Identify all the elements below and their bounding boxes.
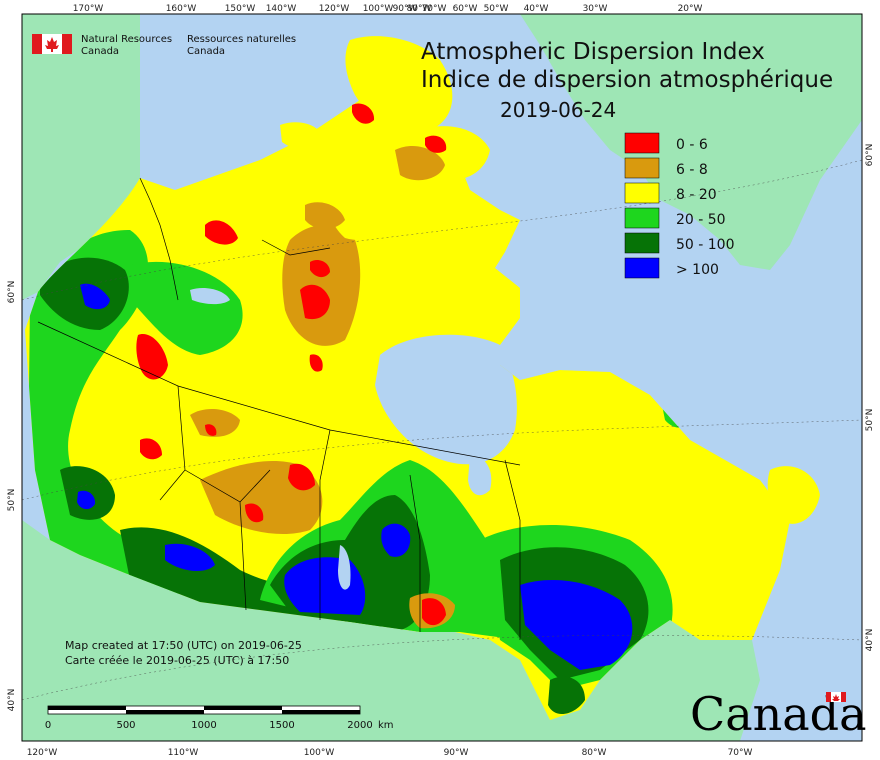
zone-red-prairie (288, 463, 315, 491)
zone-blue-east (520, 580, 633, 670)
legend-label: 20 - 50 (676, 212, 726, 228)
bottom-tick: 80°W (582, 748, 607, 758)
map-area (22, 14, 862, 741)
scale-label: 1000 (191, 720, 216, 731)
zone-blue-south1 (165, 543, 215, 572)
top-tick: 80°W (407, 4, 432, 14)
zone-blue-west2 (77, 490, 96, 510)
top-tick: 160°W (166, 4, 197, 14)
zone-red-nunavut (300, 284, 330, 320)
agency-fr-line1: Ressources naturelles (187, 34, 296, 45)
zone-red-bc2 (140, 438, 162, 460)
left-tick-labels: 60°N 50°N 40°N (7, 281, 17, 712)
legend-label: 0 - 6 (676, 137, 708, 153)
arctic-archipelago (240, 36, 490, 241)
right-tick-labels: 60°N 50°N 40°N (865, 144, 875, 652)
left-tick: 60°N (7, 281, 17, 304)
bottom-tick: 110°W (168, 748, 199, 758)
legend-swatch-over-100 (624, 257, 660, 279)
credit-en: Map created at 17:50 (UTC) on 2019-06-25 (65, 639, 302, 652)
wordmark-flag-icon (826, 692, 846, 702)
zone-red-nunavut2 (310, 260, 330, 278)
zone-darkgreen-ontario-south (548, 676, 585, 715)
bottom-tick: 120°W (27, 748, 58, 758)
right-tick: 60°N (865, 144, 875, 167)
zone-red-ab (205, 424, 217, 436)
top-tick: 30°W (583, 4, 608, 14)
graticule-lines (22, 159, 862, 701)
scale-label: 2000 (347, 720, 372, 731)
newfoundland (767, 466, 820, 524)
map-border (21, 13, 863, 742)
legend-label: 6 - 8 (676, 162, 708, 178)
top-tick: 140°W (266, 4, 297, 14)
top-tick: 170°W (73, 4, 104, 14)
right-tick: 40°N (865, 629, 875, 652)
zone-red-nunavut3 (309, 354, 323, 372)
bottom-tick: 70°W (728, 748, 753, 758)
zone-blue-central1 (284, 557, 366, 615)
provincial-boundaries (37, 177, 521, 640)
top-tick: 150°W (225, 4, 256, 14)
top-tick: 100°W (363, 4, 394, 14)
great-slave-lake (190, 288, 230, 305)
bottom-tick: 100°W (304, 748, 335, 758)
zone-blue-west1 (80, 283, 110, 310)
scale-bar: 0 500 1000 1500 2000 km (45, 705, 394, 731)
top-tick: 40°W (524, 4, 549, 14)
legend-swatch-50-100 (624, 232, 660, 254)
credit-fr: Carte créée le 2019-06-25 (UTC) à 17:50 (65, 654, 289, 667)
canada-wordmark: Canada (690, 687, 867, 741)
james-bay (468, 455, 492, 496)
map-date: 2019-06-24 (500, 98, 616, 122)
scale-label: 500 (116, 720, 135, 731)
scale-label: 0 (45, 720, 51, 731)
map-title-fr: Indice de dispersion atmosphérique (421, 67, 833, 93)
canada-flag-icon (32, 34, 72, 54)
agency-en-line2: Canada (81, 46, 119, 57)
top-tick: 50°W (484, 4, 509, 14)
top-tick: 90°W (393, 4, 418, 14)
zone-green-yukon (130, 261, 243, 355)
nrcan-signature: Natural Resources Canada Ressources natu… (32, 34, 296, 57)
zone-red-bc (136, 334, 168, 380)
hudson-bay (375, 334, 517, 465)
zone-blue-central2 (381, 523, 411, 557)
left-tick: 40°N (7, 689, 17, 712)
legend-swatch-0-6 (624, 132, 660, 154)
legend-swatch-6-8 (624, 157, 660, 179)
top-tick-labels: 170°W 160°W 150°W 140°W 120°W 100°W 90°W… (73, 4, 703, 14)
scale-label: 1500 (269, 720, 294, 731)
map-title-en: Atmospheric Dispersion Index (421, 39, 765, 65)
alaska-land (22, 14, 140, 300)
top-tick: 70°W (422, 4, 447, 14)
bottom-tick: 90°W (444, 748, 469, 758)
greenland-land (520, 14, 862, 270)
legend-swatch-8-20 (624, 182, 660, 204)
zone-red-nwt (205, 220, 238, 245)
left-tick: 50°N (7, 489, 17, 512)
scale-unit: km (378, 720, 394, 731)
top-tick: 60°W (453, 4, 478, 14)
top-tick: 120°W (319, 4, 350, 14)
legend-swatch-20-50 (624, 207, 660, 229)
top-tick: 20°W (678, 4, 703, 14)
legend-label: 8 - 20 (676, 187, 717, 203)
zone-red-ontario (422, 598, 446, 626)
agency-fr-line2: Canada (187, 46, 225, 57)
legend: 0 - 6 6 - 8 8 - 20 20 - 50 50 - 100 > 10… (624, 132, 735, 279)
bottom-tick-labels: 120°W 110°W 100°W 90°W 80°W 70°W (27, 748, 753, 758)
usa-land (22, 520, 760, 741)
legend-label: 50 - 100 (676, 237, 735, 253)
lake-winnipeg (338, 545, 351, 590)
legend-label: > 100 (676, 262, 719, 278)
zone-orange-nunavut (282, 225, 361, 346)
right-tick: 50°N (865, 409, 875, 432)
zone-red-prairie2 (245, 503, 264, 523)
zone-orange-ne-ab (190, 408, 240, 437)
agency-en-line1: Natural Resources (81, 34, 172, 45)
